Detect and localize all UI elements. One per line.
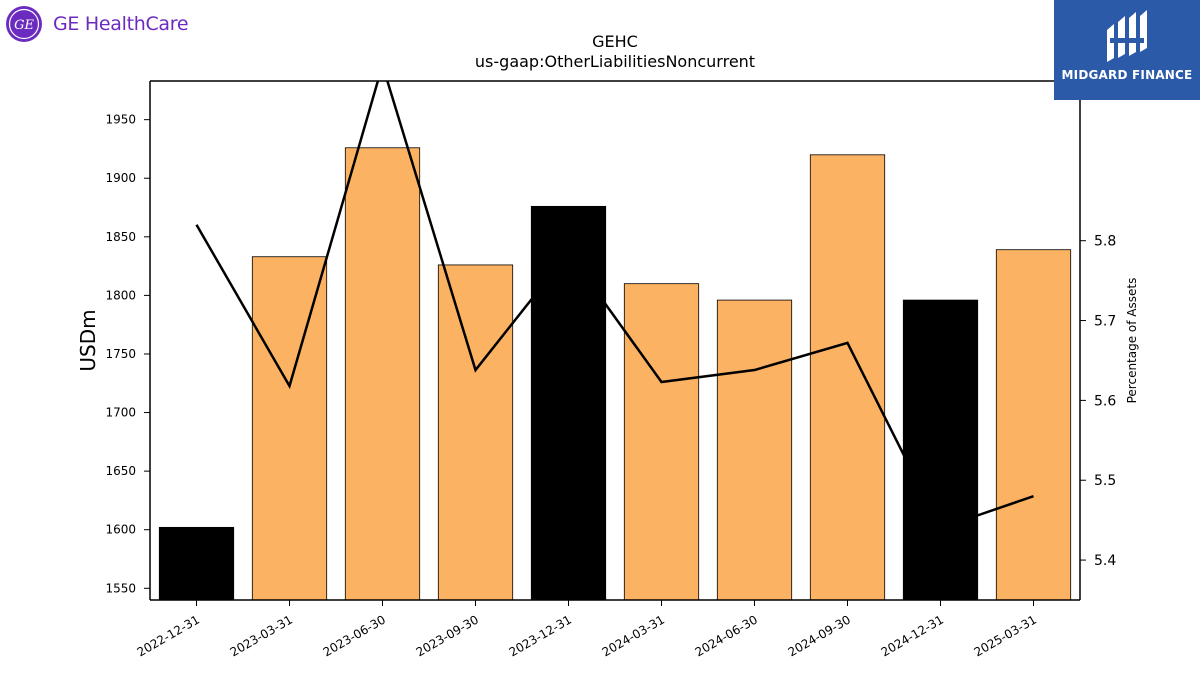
y2-tick-label: 5.6 (1094, 393, 1116, 409)
x-tick-label: 2022-12-31 (135, 612, 202, 659)
y-tick-label: 1900 (105, 171, 136, 185)
publisher-name: MIDGARD FINANCE (1061, 68, 1193, 82)
y-tick-label: 1700 (105, 406, 136, 420)
bar-2022-12-31 (158, 526, 235, 600)
x-tick-label: 2024-03-31 (600, 612, 667, 659)
x-tick-label: 2023-09-30 (414, 612, 481, 659)
x-tick-label: 2024-06-30 (693, 612, 760, 659)
y2-tick-label: 5.4 (1094, 553, 1116, 569)
bar-2024-03-31 (623, 283, 700, 600)
y-tick-label: 1600 (105, 523, 136, 537)
midgard-emblem-icon (1107, 10, 1147, 62)
ge-healthcare-logo: GE GE HealthCare (5, 5, 189, 43)
chart-title: GEHC (592, 32, 638, 51)
bar-2023-12-31 (530, 205, 607, 600)
bar-2025-03-31 (995, 249, 1072, 600)
y-tick-label: 1850 (105, 230, 136, 244)
y2-tick-label: 5.5 (1094, 473, 1116, 489)
x-tick-label: 2024-09-30 (786, 612, 853, 659)
ge-monogram-text: GE (14, 18, 34, 33)
bar-2023-06-30 (344, 147, 421, 600)
x-tick-label: 2025-03-31 (972, 612, 1039, 659)
company-name: GE HealthCare (53, 13, 189, 35)
bar-2023-09-30 (437, 264, 514, 600)
bar-2023-03-31 (251, 256, 328, 600)
y-tick-label: 1550 (105, 581, 136, 595)
midgard-finance-logo: MIDGARD FINANCE (1054, 0, 1200, 100)
x-tick-label: 2023-12-31 (507, 612, 574, 659)
x-tick-label: 2023-03-31 (228, 612, 295, 659)
y-tick-label: 1950 (105, 113, 136, 127)
bar-2024-06-30 (716, 299, 793, 600)
bar-2024-12-31 (902, 299, 979, 600)
y2-tick-label: 5.7 (1094, 314, 1116, 330)
x-tick-label: 2024-12-31 (879, 612, 946, 659)
y2-tick-label: 5.8 (1094, 234, 1116, 250)
y-axis-label: USDm (76, 309, 100, 371)
x-tick-label: 2023-06-30 (321, 612, 388, 659)
bar-2024-09-30 (809, 154, 886, 600)
y-tick-label: 1750 (105, 347, 136, 361)
y-tick-label: 1650 (105, 464, 136, 478)
ge-monogram-icon: GE (6, 6, 42, 42)
chart-subtitle: us-gaap:OtherLiabilitiesNoncurrent (474, 52, 756, 71)
y-tick-label: 1800 (105, 288, 136, 302)
percentage-of-assets-line (195, 81, 1034, 530)
y2-axis-label: Percentage of Assets (1125, 278, 1139, 404)
